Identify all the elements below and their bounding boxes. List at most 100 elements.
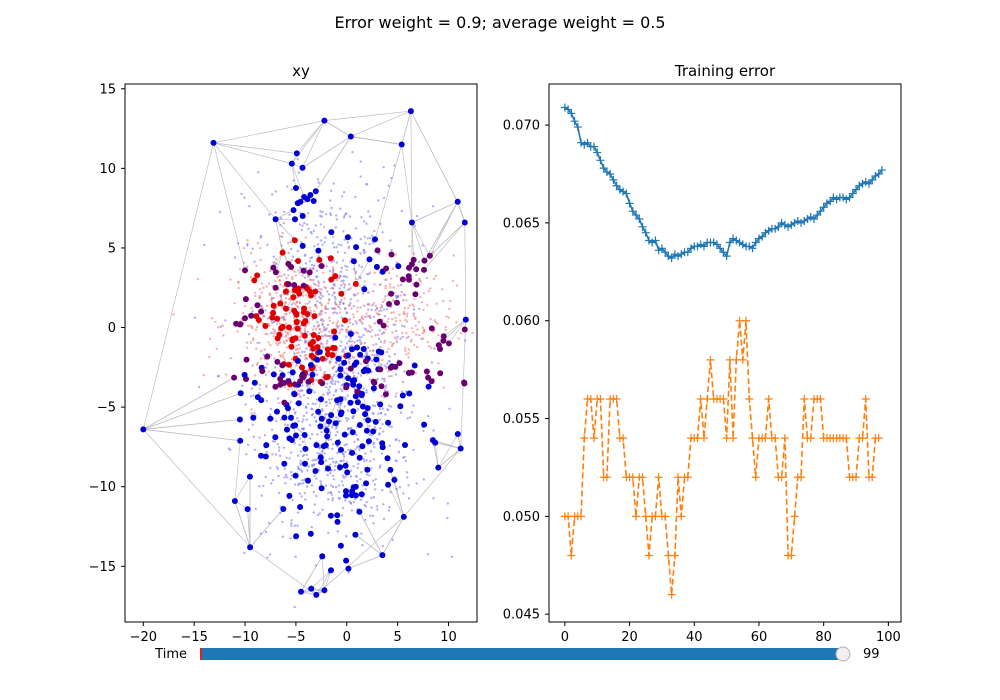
- xy-x-tick-label: −5: [286, 630, 305, 645]
- xy-small-point: [322, 320, 325, 323]
- xy-small-point: [321, 323, 324, 327]
- xy-small-point: [394, 316, 397, 319]
- xy-small-point: [276, 276, 279, 279]
- training-error-point: [771, 434, 780, 443]
- xy-small-point: [306, 331, 309, 334]
- time-slider-value: 99: [863, 647, 880, 662]
- xy-small-point: [368, 215, 372, 218]
- xy-small-point: [324, 236, 327, 239]
- xy-small-point: [273, 331, 277, 334]
- xy-small-point: [395, 261, 399, 264]
- xy-large-point: [293, 432, 299, 439]
- xy-mesh-line: [410, 111, 413, 223]
- xy-small-point: [243, 551, 246, 555]
- xy-small-point: [319, 368, 322, 371]
- xy-small-point: [298, 393, 301, 396]
- xy-small-point: [370, 496, 373, 500]
- xy-small-point: [304, 498, 307, 501]
- xy-small-point: [283, 386, 286, 389]
- xy-large-point: [291, 237, 298, 244]
- xy-small-point: [270, 482, 273, 485]
- xy-small-point: [332, 478, 336, 481]
- xy-small-point: [339, 387, 342, 391]
- xy-small-point: [335, 322, 338, 325]
- xy-small-point: [450, 555, 453, 558]
- xy-small-point: [407, 356, 410, 359]
- xy-mesh-line: [423, 222, 466, 271]
- xy-small-point: [270, 331, 273, 335]
- training-error-point: [661, 512, 670, 521]
- xy-small-point: [330, 493, 333, 496]
- xy-small-point: [379, 427, 382, 430]
- xy-small-point: [331, 379, 334, 383]
- xy-small-point: [313, 391, 316, 394]
- xy-small-point: [392, 267, 395, 270]
- xy-large-point: [321, 587, 328, 594]
- xy-small-point: [320, 330, 323, 333]
- xy-small-point: [315, 420, 318, 423]
- xy-large-point: [300, 320, 307, 327]
- xy-small-point: [315, 368, 318, 372]
- xy-small-point: [352, 414, 355, 418]
- xy-large-point: [338, 446, 344, 453]
- xy-small-point: [315, 458, 318, 461]
- xy-small-point: [403, 306, 406, 310]
- xy-small-point: [356, 310, 359, 313]
- xy-axes-frame: [124, 83, 478, 623]
- xy-small-point: [380, 452, 384, 455]
- xy-small-point: [304, 341, 308, 344]
- xy-small-point: [270, 320, 273, 323]
- xy-small-point: [325, 413, 328, 416]
- xy-small-point: [342, 350, 346, 354]
- xy-small-point: [337, 305, 340, 309]
- xy-small-point: [315, 364, 318, 367]
- xy-small-point: [324, 484, 328, 487]
- xy-small-point: [399, 411, 403, 414]
- xy-small-point: [303, 200, 306, 203]
- xy-small-point: [376, 438, 379, 441]
- xy-small-point: [382, 308, 386, 311]
- xy-small-point: [401, 335, 404, 339]
- xy-small-point: [349, 304, 352, 307]
- xy-mesh-line: [387, 484, 405, 518]
- xy-large-point: [269, 314, 276, 321]
- xy-large-point: [277, 376, 284, 382]
- xy-y-tick-label: 5: [108, 241, 116, 256]
- xy-small-point: [326, 290, 329, 293]
- xy-small-point: [264, 309, 267, 312]
- training-error-point: [719, 394, 728, 403]
- xy-small-point: [255, 347, 258, 350]
- xy-small-point: [326, 323, 330, 327]
- xy-small-point: [360, 342, 363, 345]
- time-slider-handle[interactable]: [835, 646, 851, 662]
- xy-small-point: [408, 245, 411, 248]
- xy-small-point: [340, 284, 343, 287]
- xy-small-point: [347, 417, 350, 420]
- xy-small-point: [314, 304, 318, 308]
- xy-small-point: [294, 303, 297, 306]
- xy-small-point: [471, 331, 474, 334]
- xy-large-point: [292, 335, 299, 342]
- xy-small-point: [279, 217, 283, 220]
- xy-small-point: [314, 402, 317, 406]
- xy-small-point: [302, 394, 306, 397]
- xy-small-point: [421, 244, 424, 247]
- xy-y-tick-label: 10: [99, 162, 116, 177]
- xy-small-point: [372, 495, 375, 499]
- xy-small-point: [328, 457, 331, 460]
- xy-small-point: [344, 275, 347, 278]
- xy-small-point: [319, 223, 323, 226]
- xy-mesh-line: [437, 433, 459, 468]
- xy-small-point: [296, 158, 300, 161]
- xy-small-point: [356, 466, 359, 469]
- xy-small-point: [265, 399, 268, 403]
- xy-small-point: [291, 498, 294, 502]
- xy-small-point: [299, 324, 302, 328]
- time-slider[interactable]: Time 99: [154, 646, 880, 662]
- xy-small-point: [292, 301, 295, 304]
- training-error-y-tick-label: 0.060: [503, 314, 540, 329]
- xy-small-point: [334, 297, 337, 301]
- xy-small-point: [414, 333, 418, 336]
- xy-large-point: [356, 508, 363, 515]
- xy-small-point: [313, 463, 316, 466]
